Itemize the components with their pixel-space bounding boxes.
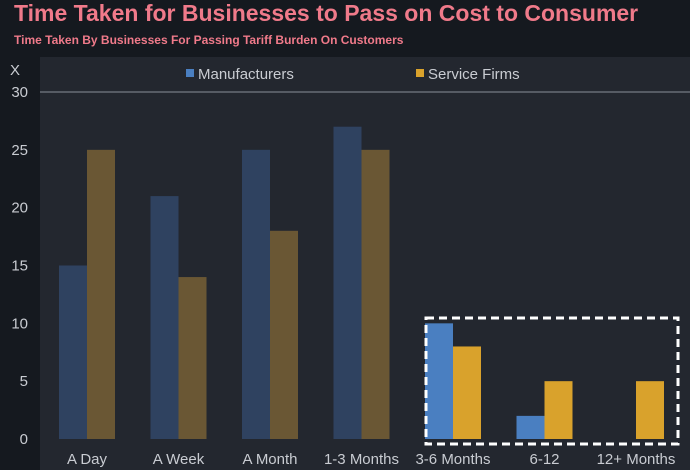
y-axis-label: X <box>10 62 20 79</box>
x-tick-label: 6-12 <box>529 451 559 468</box>
bar-service-firms <box>453 346 481 439</box>
highlight-box <box>424 316 680 446</box>
legend-swatch-1 <box>416 69 424 77</box>
bar-manufacturers <box>516 415 545 439</box>
bar-manufacturers <box>425 323 453 439</box>
y-tick-label: 25 <box>11 142 28 159</box>
bar-manufacturers <box>150 196 179 439</box>
x-tick-label: 12+ Months <box>597 451 676 468</box>
legend-label-1: Service Firms <box>428 66 520 83</box>
chart-title: Time Taken for Businesses to Pass on Cos… <box>14 0 639 26</box>
x-tick-label: A Month <box>242 451 297 468</box>
y-tick-label: 0 <box>20 431 28 448</box>
bar-service-firms <box>87 149 115 440</box>
bar-service-firms <box>544 381 573 439</box>
x-tick-label: 1-3 Months <box>324 451 399 468</box>
bar-service-firms <box>361 149 390 440</box>
legend-swatch-0 <box>186 69 194 77</box>
bar-service-firms <box>636 381 664 439</box>
y-tick-label: 5 <box>20 373 28 390</box>
y-tick-label: 30 <box>11 84 28 101</box>
bar-manufacturers <box>242 149 270 440</box>
y-tick-label: 15 <box>11 258 28 275</box>
bar-manufacturers <box>59 265 87 439</box>
legend-label-0: Manufacturers <box>198 66 294 83</box>
bar-manufacturers <box>333 126 362 439</box>
y-tick-label: 10 <box>11 315 28 332</box>
y-tick-label: 20 <box>11 200 28 217</box>
bar-service-firms <box>270 230 298 439</box>
x-tick-label: A Day <box>67 451 108 468</box>
chart-subtitle: Time Taken By Businesses For Passing Tar… <box>14 33 404 47</box>
x-tick-label: A Week <box>153 451 205 468</box>
x-tick-label: 3-6 Months <box>415 451 490 468</box>
bar-service-firms <box>178 277 207 439</box>
